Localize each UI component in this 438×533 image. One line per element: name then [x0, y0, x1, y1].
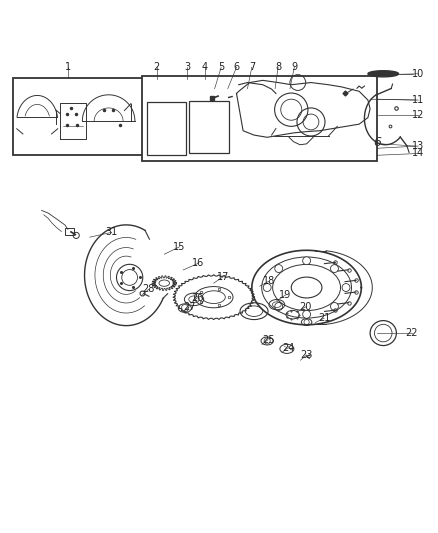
Text: 23: 23	[300, 350, 313, 360]
Text: 6: 6	[374, 136, 381, 149]
Text: 2: 2	[154, 62, 160, 72]
Text: 26: 26	[191, 293, 203, 303]
Text: 22: 22	[406, 328, 418, 338]
Text: 14: 14	[412, 149, 424, 158]
Text: 31: 31	[106, 228, 118, 237]
Text: 19: 19	[279, 290, 292, 300]
Text: 18: 18	[263, 276, 276, 286]
Circle shape	[303, 257, 311, 265]
Text: 3: 3	[184, 62, 191, 72]
Bar	[147, 102, 186, 155]
Circle shape	[331, 264, 339, 272]
Text: 7: 7	[249, 62, 255, 72]
Text: 1: 1	[65, 62, 71, 72]
Text: 6: 6	[233, 62, 240, 72]
Text: 10: 10	[412, 69, 424, 79]
Circle shape	[303, 310, 311, 318]
Text: 21: 21	[318, 313, 330, 323]
Circle shape	[275, 264, 283, 272]
Text: 4: 4	[202, 62, 208, 72]
Text: 11: 11	[412, 95, 424, 105]
Bar	[65, 228, 74, 235]
Bar	[142, 76, 377, 161]
Text: 15: 15	[173, 242, 186, 252]
Circle shape	[342, 284, 350, 292]
Text: 25: 25	[262, 335, 274, 345]
Text: 12: 12	[412, 110, 424, 120]
Bar	[189, 101, 229, 154]
Text: 16: 16	[192, 259, 204, 269]
Text: 20: 20	[300, 302, 312, 312]
Text: 24: 24	[282, 343, 294, 352]
Text: 17: 17	[217, 272, 230, 281]
Polygon shape	[368, 71, 399, 77]
Circle shape	[275, 303, 283, 310]
Text: 28: 28	[143, 284, 155, 294]
Circle shape	[331, 303, 339, 310]
Text: 5: 5	[218, 62, 224, 72]
Text: 13: 13	[412, 141, 424, 151]
Circle shape	[263, 284, 271, 292]
Text: 9: 9	[291, 62, 297, 72]
Text: 8: 8	[275, 62, 281, 72]
Text: 27: 27	[183, 302, 195, 312]
Bar	[13, 78, 145, 155]
